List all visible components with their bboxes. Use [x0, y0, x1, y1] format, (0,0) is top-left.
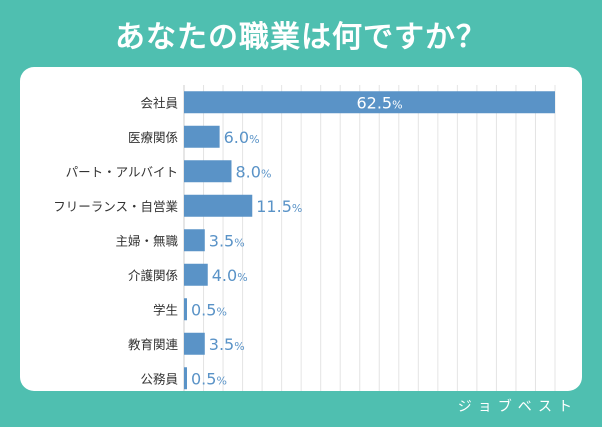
value-number: 0.5	[191, 369, 216, 388]
value-labels: 62.5%6.0%8.0%11.5%3.5%4.0%0.5%3.5%0.5%	[191, 93, 403, 388]
value-number: 62.5	[356, 93, 392, 112]
value-number: 0.5	[191, 300, 216, 319]
value-label: 3.5%	[209, 231, 245, 250]
value-number: 4.0	[212, 266, 237, 285]
bar	[184, 194, 253, 217]
bar	[184, 263, 208, 286]
bar	[184, 125, 220, 148]
category-labels: 会社員医療関係パート・アルバイトフリーランス・自営業主婦・無職介護関係学生教育関…	[53, 95, 178, 386]
bar	[184, 367, 187, 390]
bar	[184, 91, 555, 114]
value-unit: %	[234, 236, 244, 249]
value-label: 6.0%	[224, 128, 260, 147]
bar	[184, 298, 187, 321]
value-label: 62.5%	[356, 93, 402, 112]
value-number: 6.0	[224, 128, 249, 147]
category-label: パート・アルバイト	[66, 164, 178, 179]
category-label: 公務員	[140, 371, 178, 386]
brand-watermark: ジョブベスト	[457, 399, 578, 415]
category-label: 教育関連	[128, 337, 179, 352]
category-label: 介護関係	[128, 268, 178, 283]
value-number: 11.5	[256, 197, 292, 216]
bar	[184, 332, 205, 355]
bars	[184, 91, 555, 390]
value-label: 11.5%	[256, 197, 302, 216]
category-label: 医療関係	[128, 130, 178, 145]
value-unit: %	[216, 374, 226, 387]
category-label: 主婦・無職	[115, 233, 178, 248]
value-unit: %	[234, 340, 244, 353]
chart-card: 会社員医療関係パート・アルバイトフリーランス・自営業主婦・無職介護関係学生教育関…	[20, 67, 582, 391]
page-title: あなたの職業は何ですか？	[115, 20, 487, 55]
grid-lines	[203, 85, 556, 391]
value-unit: %	[249, 133, 259, 146]
category-label: 学生	[153, 302, 178, 317]
value-label: 8.0%	[235, 162, 271, 181]
value-unit: %	[216, 305, 226, 318]
value-label: 0.5%	[191, 300, 227, 319]
value-number: 8.0	[235, 162, 260, 181]
value-label: 4.0%	[212, 266, 248, 285]
bar	[184, 160, 232, 183]
value-unit: %	[237, 271, 247, 284]
value-unit: %	[392, 98, 402, 111]
value-number: 3.5	[209, 335, 234, 354]
value-label: 3.5%	[209, 335, 245, 354]
bar-chart: 会社員医療関係パート・アルバイトフリーランス・自営業主婦・無職介護関係学生教育関…	[53, 85, 556, 391]
value-unit: %	[261, 167, 271, 180]
bar	[184, 229, 205, 252]
value-number: 3.5	[209, 231, 234, 250]
value-label: 0.5%	[191, 369, 227, 388]
category-label: フリーランス・自営業	[53, 199, 178, 214]
category-label: 会社員	[140, 95, 178, 110]
value-unit: %	[292, 202, 302, 215]
